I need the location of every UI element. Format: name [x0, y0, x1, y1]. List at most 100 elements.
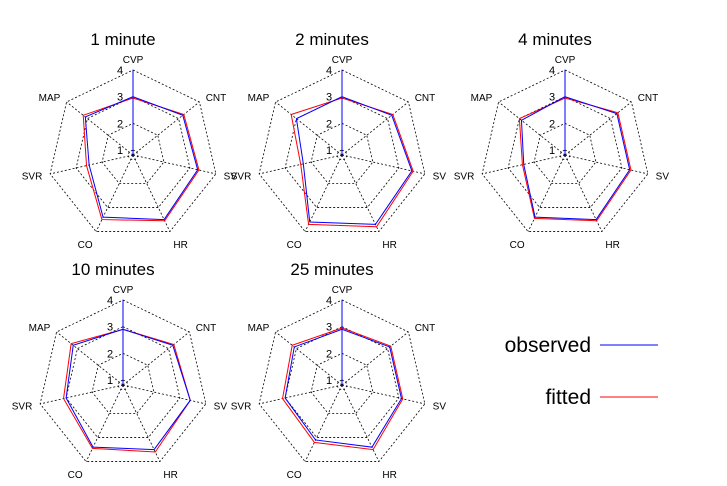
grid-ring: [310, 122, 374, 184]
grid-ring: [336, 379, 348, 390]
axis-label-map: MAP: [248, 323, 270, 334]
axis-label-cnt: CNT: [415, 93, 436, 104]
tick-label: 2: [117, 118, 123, 130]
grid-ring: [336, 149, 348, 160]
tick-label: 4: [549, 65, 555, 77]
axis-label-co: CO: [68, 470, 83, 481]
series-fitted: [290, 97, 414, 228]
grid-spoke: [132, 154, 216, 175]
tick-label: 3: [107, 322, 113, 334]
tick-label: 2: [326, 348, 332, 360]
axis-label-hr: HR: [173, 240, 187, 251]
grid-spoke: [40, 384, 124, 405]
series-observed: [284, 328, 403, 448]
grid-ring: [91, 352, 155, 414]
tick-label: 2: [549, 118, 555, 130]
tick-label: 4: [326, 295, 332, 307]
axis-label-svr: SVR: [12, 402, 33, 413]
grid-ring: [284, 96, 400, 208]
axis-label-map: MAP: [29, 323, 51, 334]
axis-label-sv: SV: [433, 402, 447, 413]
grid-ring: [127, 149, 139, 160]
axis-label-co: CO: [78, 240, 93, 251]
axis-label-sv: SV: [214, 402, 228, 413]
series-fitted: [518, 97, 632, 222]
axis-label-svr: SVR: [454, 172, 475, 183]
grid-spoke: [259, 384, 343, 405]
tick-label: 4: [326, 65, 332, 77]
axis-label-hr: HR: [605, 240, 619, 251]
tick-label: 2: [107, 348, 113, 360]
axis-label-svr: SVR: [231, 172, 252, 183]
axis-label-sv: SV: [433, 172, 447, 183]
tick-label: 1: [326, 375, 332, 387]
axis-label-co: CO: [287, 470, 302, 481]
tick-label: 3: [326, 322, 332, 334]
axis-label-map: MAP: [39, 93, 61, 104]
grid-spoke: [564, 154, 648, 175]
series-fitted: [82, 97, 200, 222]
grid-spoke: [341, 384, 425, 405]
grid-spoke: [132, 101, 200, 156]
axis-label-cnt: CNT: [206, 93, 227, 104]
tick-label: 2: [326, 118, 332, 130]
grid-ring: [284, 326, 400, 438]
axis-label-hr: HR: [163, 470, 177, 481]
grid-spoke: [50, 154, 134, 175]
series-observed: [84, 96, 199, 221]
grid-spoke: [304, 154, 343, 232]
legend: observed fitted: [505, 334, 658, 409]
axis-label-sv: SV: [224, 172, 238, 183]
grid-spoke: [341, 154, 425, 175]
axis-label-cvp: CVP: [332, 55, 353, 66]
legend-label-fitted: fitted: [545, 386, 591, 409]
tick-label: 3: [117, 92, 123, 104]
tick-label: 1: [549, 145, 555, 157]
panel-title: 10 minutes: [71, 260, 154, 279]
axis-label-map: MAP: [248, 93, 270, 104]
axis-label-svr: SVR: [231, 402, 252, 413]
axis-label-cnt: CNT: [638, 93, 659, 104]
grid-ring: [507, 96, 623, 208]
tick-label: 1: [117, 145, 123, 157]
axis-label-cvp: CVP: [123, 55, 144, 66]
grid-spoke: [527, 154, 566, 232]
axis-label-cvp: CVP: [332, 285, 353, 296]
grid-ring: [101, 122, 165, 184]
grid-ring: [65, 326, 181, 438]
axis-label-svr: SVR: [22, 172, 43, 183]
axis-label-co: CO: [510, 240, 525, 251]
tick-label: 3: [549, 92, 555, 104]
axis-label-sv: SV: [656, 172, 670, 183]
series-observed: [520, 96, 631, 221]
series-fitted: [281, 327, 404, 451]
panel-title: 4 minutes: [518, 30, 592, 49]
grid-ring: [310, 352, 374, 414]
panel-title: 1 minute: [90, 30, 155, 49]
grid-ring: [75, 96, 191, 208]
tick-label: 4: [107, 295, 113, 307]
grid-spoke: [122, 384, 206, 405]
grid-spoke: [341, 101, 409, 156]
axis-label-cnt: CNT: [415, 323, 436, 334]
legend-label-observed: observed: [505, 334, 591, 357]
axis-label-hr: HR: [382, 470, 396, 481]
grid-spoke: [341, 154, 380, 232]
axis-label-hr: HR: [382, 240, 396, 251]
grid-ring: [533, 122, 597, 184]
axis-label-co: CO: [287, 240, 302, 251]
tick-label: 1: [326, 145, 332, 157]
axis-label-cvp: CVP: [113, 285, 134, 296]
panel-title: 2 minutes: [295, 30, 369, 49]
grid-ring: [117, 379, 129, 390]
tick-label: 1: [107, 375, 113, 387]
series-fitted: [63, 328, 191, 453]
series-observed: [295, 96, 413, 225]
